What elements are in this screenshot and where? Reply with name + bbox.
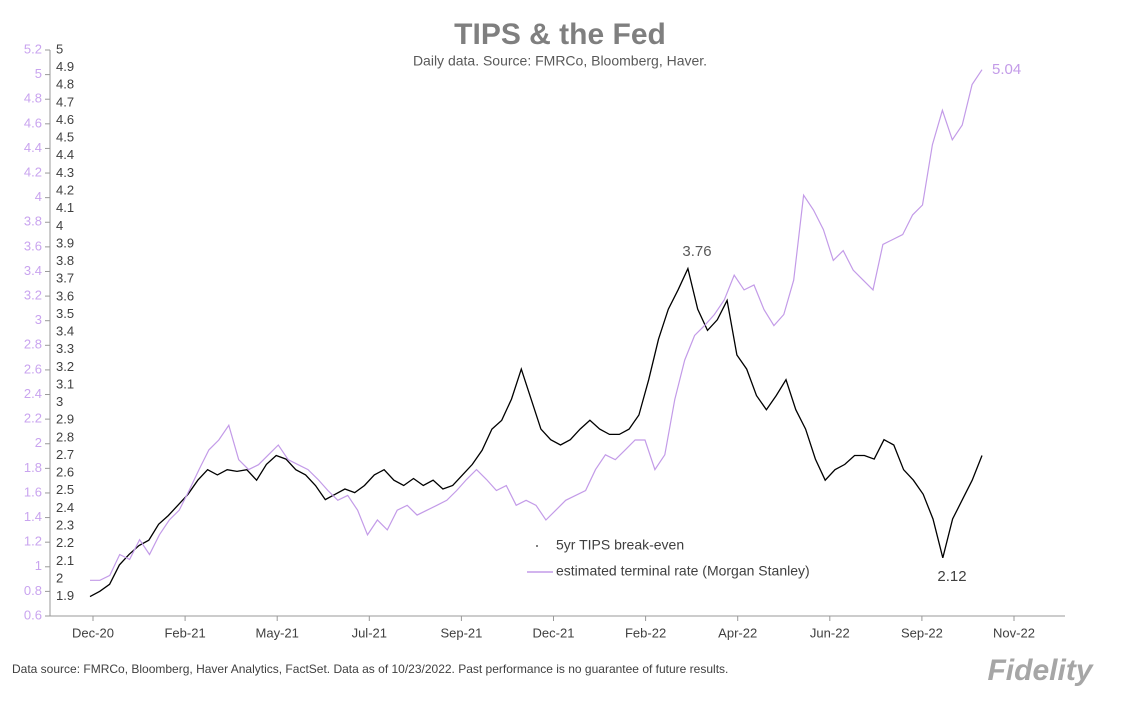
y2-tick-label: 4 bbox=[56, 218, 63, 233]
y2-tick-label: 2 bbox=[56, 570, 63, 585]
y-tick-label: 1 bbox=[35, 558, 42, 573]
y2-tick-label: 3.8 bbox=[56, 253, 74, 268]
y2-tick-label: 4.2 bbox=[56, 182, 74, 197]
y2-tick-label: 4.4 bbox=[56, 147, 74, 162]
y2-tick-label: 2.1 bbox=[56, 553, 74, 568]
y-tick-label: 2.8 bbox=[24, 337, 42, 352]
x-tick-label: Feb-22 bbox=[625, 625, 666, 640]
y2-tick-label: 3.4 bbox=[56, 324, 74, 339]
y-tick-label: 3.2 bbox=[24, 288, 42, 303]
y-tick-label: 2.2 bbox=[24, 411, 42, 426]
y2-tick-label: 1.9 bbox=[56, 588, 74, 603]
y2-tick-label: 4.8 bbox=[56, 77, 74, 92]
y2-tick-label: 3.7 bbox=[56, 271, 74, 286]
x-tick-label: Jul-21 bbox=[352, 625, 387, 640]
annotation: 3.76 bbox=[682, 243, 711, 260]
y-tick-label: 2.6 bbox=[24, 361, 42, 376]
y2-tick-label: 4.5 bbox=[56, 130, 74, 145]
series-line bbox=[89, 266, 983, 598]
annotation: 2.12 bbox=[937, 568, 966, 585]
y-tick-label: 4.4 bbox=[24, 140, 42, 155]
y-tick-label: 1.2 bbox=[24, 534, 42, 549]
y-tick-label: 1.6 bbox=[24, 484, 42, 499]
legend-label: estimated terminal rate (Morgan Stanley) bbox=[556, 563, 810, 579]
y2-tick-label: 2.2 bbox=[56, 535, 74, 550]
y2-tick-label: 2.3 bbox=[56, 518, 74, 533]
y2-tick-label: 2.4 bbox=[56, 500, 74, 515]
x-tick-label: Jun-22 bbox=[810, 625, 850, 640]
y-tick-label: 4.6 bbox=[24, 115, 42, 130]
y2-tick-label: 4.9 bbox=[56, 59, 74, 74]
y2-tick-label: 3 bbox=[56, 394, 63, 409]
y-tick-label: 2.4 bbox=[24, 386, 42, 401]
y2-tick-label: 2.8 bbox=[56, 429, 74, 444]
y2-tick-label: 3.3 bbox=[56, 341, 74, 356]
y2-tick-label: 4.6 bbox=[56, 112, 74, 127]
y-tick-label: 1.4 bbox=[24, 509, 42, 524]
y2-tick-label: 4.3 bbox=[56, 165, 74, 180]
y2-tick-label: 4.1 bbox=[56, 200, 74, 215]
y-tick-label: 0.8 bbox=[24, 583, 42, 598]
y-tick-label: 5.2 bbox=[24, 41, 42, 56]
y2-tick-label: 2.9 bbox=[56, 412, 74, 427]
y-tick-label: 3 bbox=[35, 312, 42, 327]
y-tick-label: 4.8 bbox=[24, 91, 42, 106]
y2-tick-label: 3.2 bbox=[56, 359, 74, 374]
y2-tick-label: 2.5 bbox=[56, 482, 74, 497]
x-tick-label: Feb-21 bbox=[164, 625, 205, 640]
y-tick-label: 3.4 bbox=[24, 263, 42, 278]
y-tick-label: 2 bbox=[35, 435, 42, 450]
y-tick-label: 0.6 bbox=[24, 607, 42, 622]
x-tick-label: Nov-22 bbox=[993, 625, 1035, 640]
legend-label: 5yr TIPS break-even bbox=[556, 537, 684, 553]
y2-tick-label: 3.5 bbox=[56, 306, 74, 321]
x-tick-label: May-21 bbox=[256, 625, 299, 640]
y-tick-label: 4 bbox=[35, 189, 42, 204]
series-line bbox=[90, 69, 983, 581]
x-tick-label: Sep-21 bbox=[440, 625, 482, 640]
x-tick-label: Apr-22 bbox=[718, 625, 757, 640]
chart-title: TIPS & the Fed bbox=[454, 18, 666, 51]
logo: Fidelity bbox=[987, 654, 1093, 687]
annotation: 5.04 bbox=[992, 61, 1021, 78]
y2-tick-label: 4.7 bbox=[56, 94, 74, 109]
y-tick-label: 1.8 bbox=[24, 460, 42, 475]
y2-tick-label: 3.9 bbox=[56, 235, 74, 250]
x-tick-label: Sep-22 bbox=[901, 625, 943, 640]
y-tick-label: 5 bbox=[35, 66, 42, 81]
y-tick-label: 4.2 bbox=[24, 164, 42, 179]
chart-subtitle: Daily data. Source: FMRCo, Bloomberg, Ha… bbox=[413, 53, 707, 69]
y2-tick-label: 2.7 bbox=[56, 447, 74, 462]
x-tick-label: Dec-21 bbox=[533, 625, 575, 640]
y2-tick-label: 3.1 bbox=[56, 376, 74, 391]
y2-tick-label: 3.6 bbox=[56, 288, 74, 303]
y2-tick-label: 5 bbox=[56, 41, 63, 56]
y2-tick-label: 2.6 bbox=[56, 465, 74, 480]
y-tick-label: 3.6 bbox=[24, 238, 42, 253]
x-tick-label: Dec-20 bbox=[72, 625, 114, 640]
footnote: Data source: FMRCo, Bloomberg, Haver Ana… bbox=[12, 662, 728, 676]
y-tick-label: 3.8 bbox=[24, 214, 42, 229]
